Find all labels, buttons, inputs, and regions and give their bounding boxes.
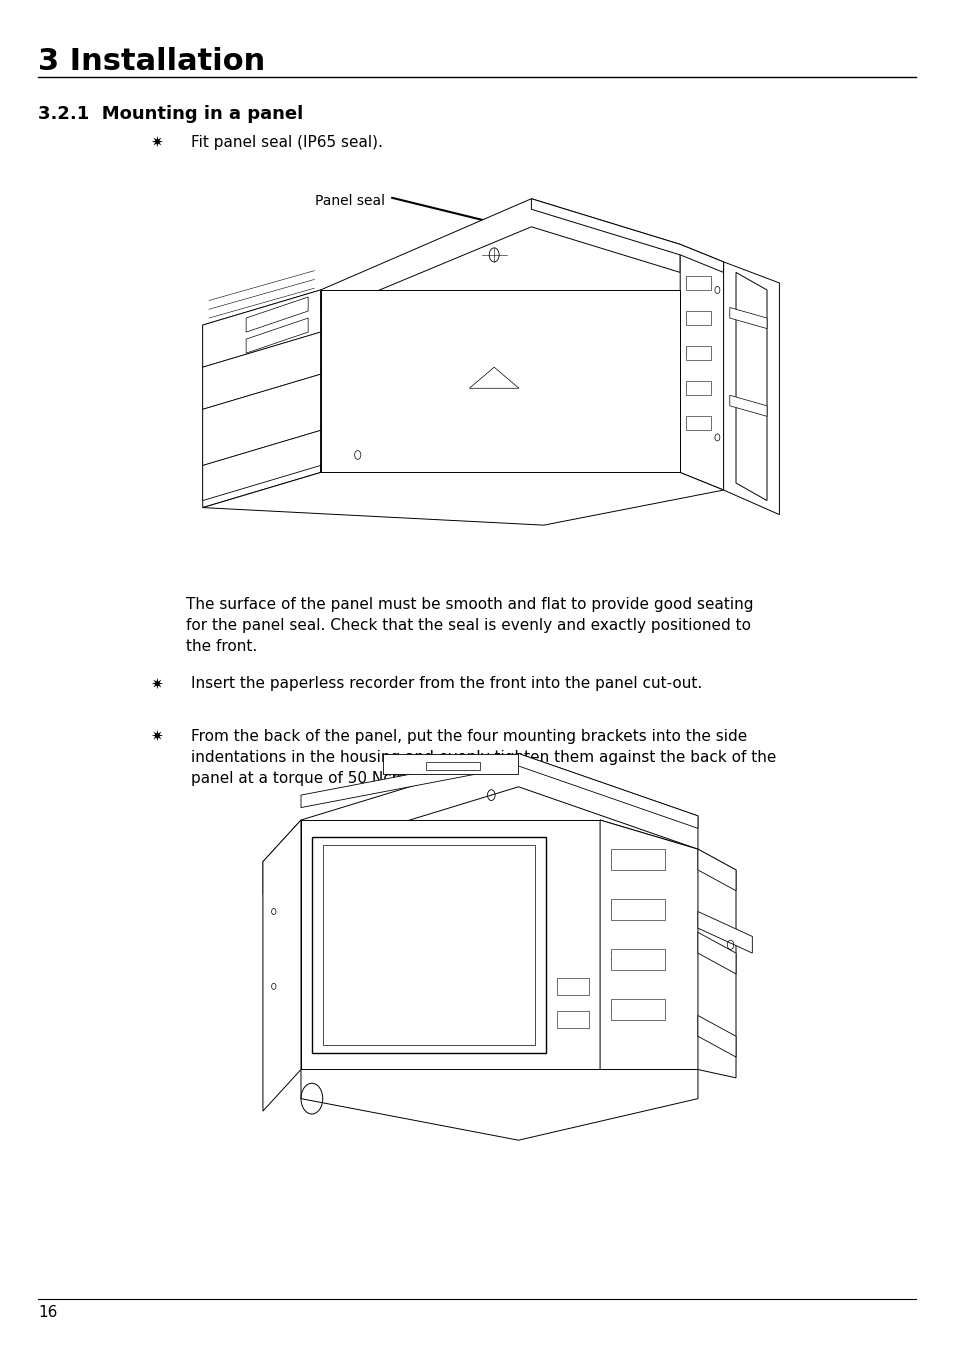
Text: ✷: ✷ xyxy=(151,135,163,150)
Polygon shape xyxy=(202,431,320,501)
Polygon shape xyxy=(735,273,766,501)
Text: ✷: ✷ xyxy=(151,729,163,744)
Polygon shape xyxy=(698,911,752,953)
Polygon shape xyxy=(469,367,518,389)
Polygon shape xyxy=(599,819,735,1077)
Polygon shape xyxy=(556,977,589,995)
Polygon shape xyxy=(698,849,735,891)
Polygon shape xyxy=(556,1011,589,1027)
Polygon shape xyxy=(322,845,535,1045)
Polygon shape xyxy=(685,346,710,360)
Polygon shape xyxy=(610,949,664,969)
Polygon shape xyxy=(685,381,710,396)
Text: Insert the paperless recorder from the front into the panel cut-out.: Insert the paperless recorder from the f… xyxy=(191,676,701,691)
Polygon shape xyxy=(729,396,766,416)
Polygon shape xyxy=(685,416,710,431)
Text: 16: 16 xyxy=(38,1305,57,1320)
Polygon shape xyxy=(599,819,698,1069)
Polygon shape xyxy=(729,308,766,328)
Polygon shape xyxy=(382,753,518,775)
Text: The surface of the panel must be smooth and flat to provide good seating
for the: The surface of the panel must be smooth … xyxy=(186,597,753,653)
Polygon shape xyxy=(685,275,710,290)
Polygon shape xyxy=(246,319,308,354)
Polygon shape xyxy=(246,297,308,332)
Polygon shape xyxy=(202,374,320,466)
Text: 3 Installation: 3 Installation xyxy=(38,47,265,76)
Polygon shape xyxy=(722,262,779,514)
Text: ✷: ✷ xyxy=(151,676,163,691)
Polygon shape xyxy=(312,837,545,1053)
Polygon shape xyxy=(301,1069,698,1141)
Polygon shape xyxy=(301,753,698,853)
Polygon shape xyxy=(202,332,320,409)
Text: From the back of the panel, put the four mounting brackets into the side
indenta: From the back of the panel, put the four… xyxy=(191,729,776,786)
Text: Fit panel seal (IP65 seal).: Fit panel seal (IP65 seal). xyxy=(191,135,382,150)
Polygon shape xyxy=(202,290,320,367)
Polygon shape xyxy=(685,310,710,325)
Polygon shape xyxy=(610,999,664,1019)
Polygon shape xyxy=(698,1015,735,1057)
Polygon shape xyxy=(202,290,320,508)
Polygon shape xyxy=(320,198,679,315)
Text: 3.2.1  Mounting in a panel: 3.2.1 Mounting in a panel xyxy=(38,105,303,123)
Polygon shape xyxy=(320,290,679,472)
Polygon shape xyxy=(531,198,722,273)
Polygon shape xyxy=(202,472,722,525)
Polygon shape xyxy=(263,819,301,1111)
Polygon shape xyxy=(610,849,664,869)
Polygon shape xyxy=(610,899,664,919)
Polygon shape xyxy=(263,819,301,895)
Polygon shape xyxy=(679,244,722,490)
Polygon shape xyxy=(301,753,698,829)
Text: Panel seal: Panel seal xyxy=(314,194,384,208)
Polygon shape xyxy=(698,933,735,973)
Polygon shape xyxy=(426,761,480,770)
Polygon shape xyxy=(301,819,599,1069)
